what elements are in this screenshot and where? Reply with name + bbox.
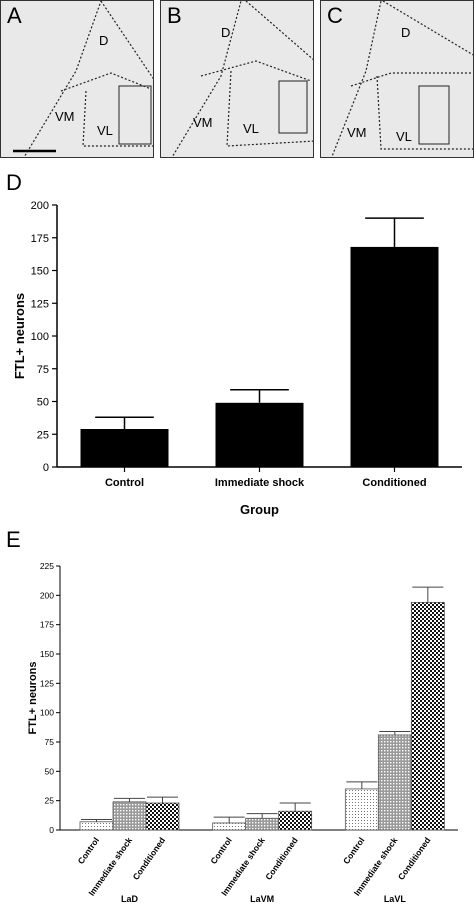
bar [350, 246, 439, 467]
x-tick-label: Control [208, 835, 234, 865]
bar [245, 817, 280, 831]
x-tick-label: Conditioned [362, 477, 426, 489]
y-tick-label: 225 [40, 561, 54, 571]
y-tick-label: 0 [43, 462, 49, 474]
y-tick-label: 150 [31, 266, 49, 278]
panel-letter-c: C [327, 3, 343, 28]
x-axis-label: Group [240, 502, 279, 517]
y-tick-label: 50 [37, 397, 49, 409]
y-tick-label: 200 [40, 590, 54, 600]
bar [410, 601, 445, 831]
chart-d: 0 25 50 75 100 125 150 175 200 Control Immediate s… [12, 200, 462, 517]
bar [145, 802, 180, 831]
region-label-vl: VL [243, 121, 259, 136]
micrograph-a: A D VM VL [0, 0, 154, 158]
bar [80, 429, 169, 467]
micrograph-b: B D VM VL [160, 0, 314, 158]
region-label-vl: VL [97, 123, 113, 138]
group-label: LaVM [250, 894, 274, 904]
micrograph-c-outline [331, 1, 473, 157]
region-label-d: D [221, 25, 231, 40]
panel-letter-d: D [6, 170, 22, 195]
bar [215, 402, 304, 467]
bar [278, 810, 313, 831]
y-tick-label: 25 [45, 796, 55, 806]
y-tick-label: 175 [40, 620, 54, 630]
y-tick-label: 125 [31, 298, 49, 310]
y-tick-label: 200 [31, 200, 49, 212]
region-label-vm: VM [55, 109, 75, 124]
bar [79, 821, 114, 831]
bar [344, 788, 379, 831]
y-tick-label: 125 [40, 678, 54, 688]
region-label-vm: VM [347, 125, 367, 140]
region-label-d: D [401, 25, 411, 40]
panel-letter-b: B [167, 3, 182, 28]
y-tick-label: 0 [49, 825, 54, 835]
micrograph-c: C D VM VL [320, 0, 474, 158]
region-label-d: D [99, 33, 109, 48]
x-tick-label: Control [105, 477, 144, 489]
group-label: LaD [121, 894, 139, 904]
panel-letter-a: A [7, 3, 22, 28]
bar [377, 734, 412, 831]
chart-e: 0255075100125150175200225ControlImmediat… [27, 561, 458, 904]
region-label-vl: VL [396, 129, 412, 144]
x-tick-label: Control [76, 835, 102, 865]
y-tick-label: 100 [40, 708, 54, 718]
y-axis-label: FTL+ neurons [12, 293, 27, 379]
x-tick-label: Conditioned [396, 835, 433, 881]
micrograph-a-outline [13, 1, 153, 157]
y-tick-label: 25 [37, 429, 49, 441]
bar [212, 822, 247, 831]
y-tick-label: 175 [31, 233, 49, 245]
micrograph-b-outline [171, 1, 313, 157]
y-tick-label: 75 [45, 737, 55, 747]
bar [112, 801, 147, 831]
y-tick-label: 75 [37, 364, 49, 376]
y-tick-label: 150 [40, 649, 54, 659]
region-label-vm: VM [193, 115, 213, 130]
x-tick-label: Conditioned [263, 835, 300, 881]
x-tick-label: Immediate shock [215, 477, 305, 489]
y-tick-label: 50 [45, 766, 55, 776]
panel-letter-e: E [6, 527, 21, 552]
y-tick-label: 100 [31, 331, 49, 343]
y-axis-label: FTL+ neurons [27, 661, 39, 734]
x-tick-label: Conditioned [131, 835, 168, 881]
group-label: LaVL [384, 894, 407, 904]
x-tick-label: Control [341, 835, 367, 865]
